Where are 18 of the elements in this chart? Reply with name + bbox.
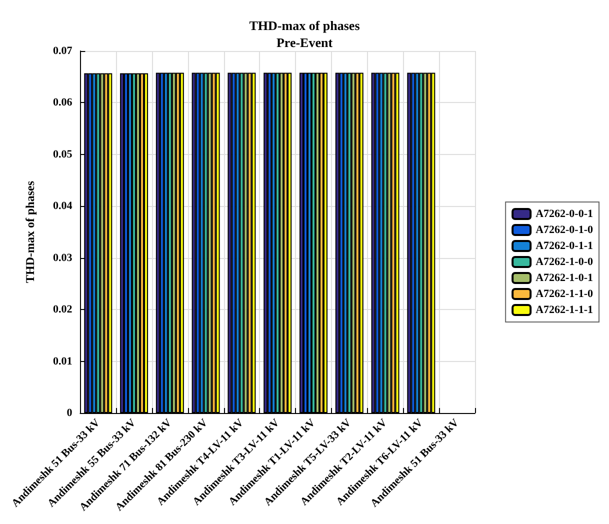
legend-label: A7262-0-1-0	[536, 224, 594, 236]
y-tick-label: 0.07	[52, 45, 73, 57]
legend-label: A7262-1-1-1	[536, 304, 594, 316]
y-tick-label: 0	[66, 407, 73, 419]
y-tick-label: 0.05	[52, 148, 73, 160]
y-tick-label: 0.06	[52, 96, 73, 109]
chart-title: THD-max of phases	[249, 18, 360, 33]
y-tick-label: 0.04	[52, 200, 73, 212]
y-tick-label: 0.03	[52, 252, 73, 264]
y-tick-label: 0.01	[52, 355, 72, 368]
y-axis-title: THD-max of phases	[23, 180, 38, 284]
chart-subtitle: Pre-Event	[276, 35, 334, 50]
y-tick-label: 0.02	[52, 304, 73, 316]
legend-label: A7262-1-1-0	[536, 288, 594, 300]
legend-label: A7262-0-0-1	[536, 208, 594, 220]
legend-label: A7262-1-0-1	[536, 272, 594, 284]
legend-label: A7262-0-1-1	[536, 240, 594, 252]
legend-label: A7262-1-0-0	[536, 256, 594, 268]
